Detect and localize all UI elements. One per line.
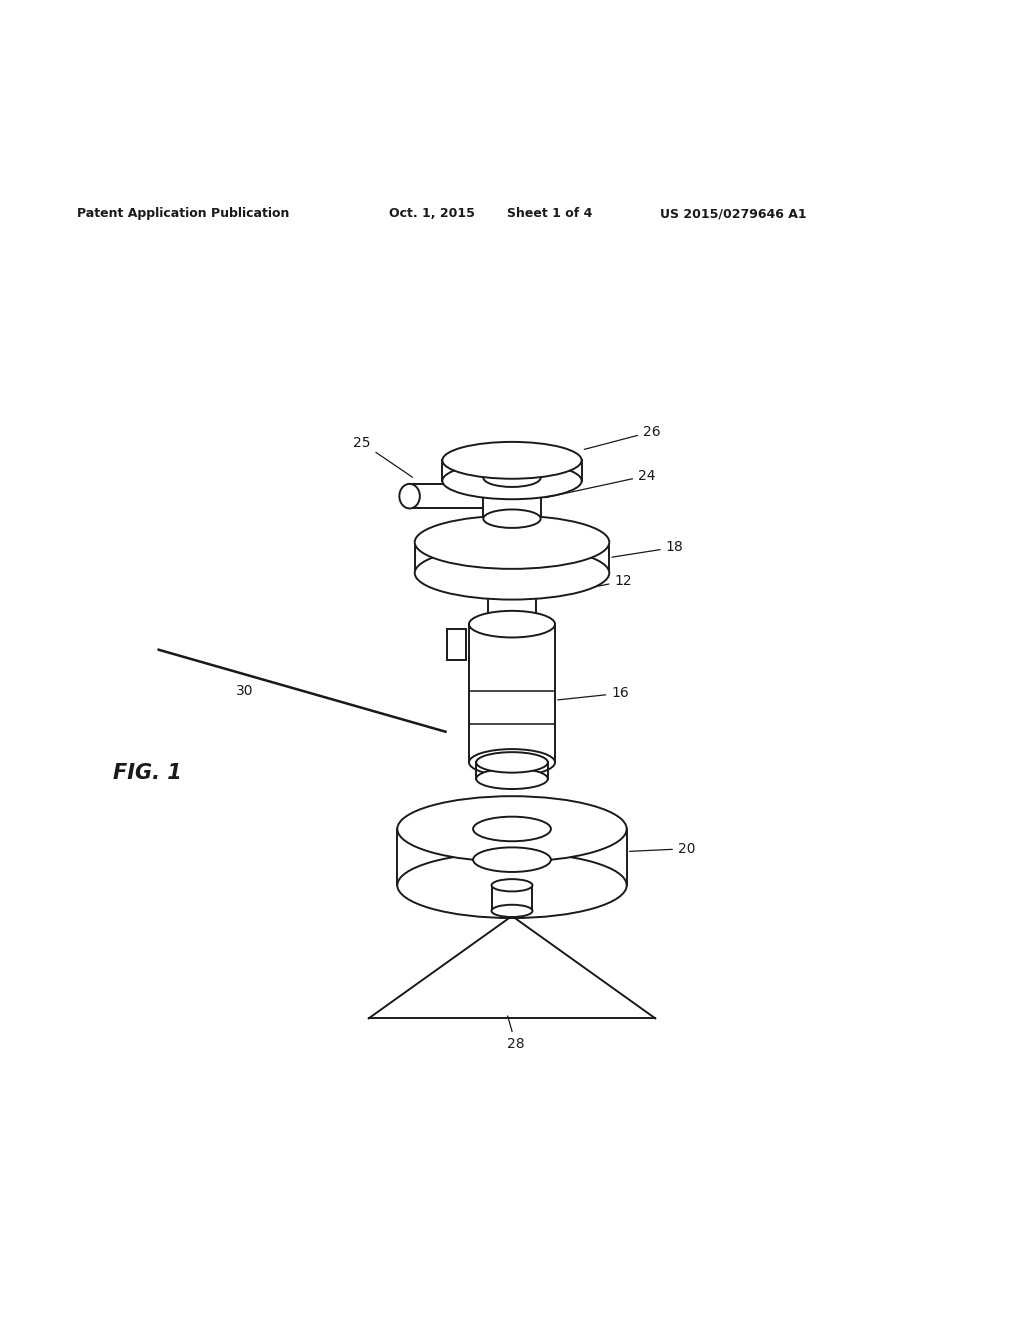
Text: FIG. 1: FIG. 1 [113, 763, 181, 783]
Bar [415, 543, 609, 573]
Ellipse shape [399, 484, 420, 508]
Ellipse shape [473, 847, 551, 873]
Bar [492, 886, 532, 911]
Ellipse shape [492, 904, 532, 917]
Ellipse shape [492, 879, 532, 891]
Text: 28: 28 [507, 1016, 524, 1051]
Text: Sheet 1 of 4: Sheet 1 of 4 [507, 207, 592, 220]
Ellipse shape [473, 817, 551, 841]
Text: US 2015/0279646 A1: US 2015/0279646 A1 [660, 207, 807, 220]
Text: 12: 12 [539, 574, 632, 598]
Ellipse shape [476, 752, 548, 772]
Text: 16: 16 [558, 686, 629, 701]
Ellipse shape [476, 768, 548, 789]
Bar [410, 484, 483, 508]
Text: Oct. 1, 2015: Oct. 1, 2015 [389, 207, 475, 220]
Bar [469, 624, 555, 763]
Ellipse shape [442, 462, 582, 499]
Text: Patent Application Publication: Patent Application Publication [77, 207, 289, 220]
Bar [488, 573, 536, 624]
Ellipse shape [415, 546, 609, 599]
Bar [476, 763, 548, 779]
Ellipse shape [469, 611, 555, 638]
Ellipse shape [469, 748, 555, 776]
Ellipse shape [397, 796, 627, 862]
Text: 18: 18 [612, 540, 683, 557]
Bar [442, 461, 582, 480]
Ellipse shape [483, 469, 541, 487]
Ellipse shape [442, 442, 582, 479]
Ellipse shape [397, 853, 627, 917]
Text: 24: 24 [546, 469, 655, 498]
Bar [397, 829, 627, 886]
Text: 20: 20 [630, 842, 695, 855]
Text: 26: 26 [585, 425, 660, 449]
Ellipse shape [483, 510, 541, 528]
Text: 25: 25 [353, 436, 413, 478]
Text: 30: 30 [236, 684, 253, 698]
Ellipse shape [415, 516, 609, 569]
Bar [447, 630, 466, 660]
Bar [483, 478, 541, 519]
Bar [473, 829, 551, 859]
